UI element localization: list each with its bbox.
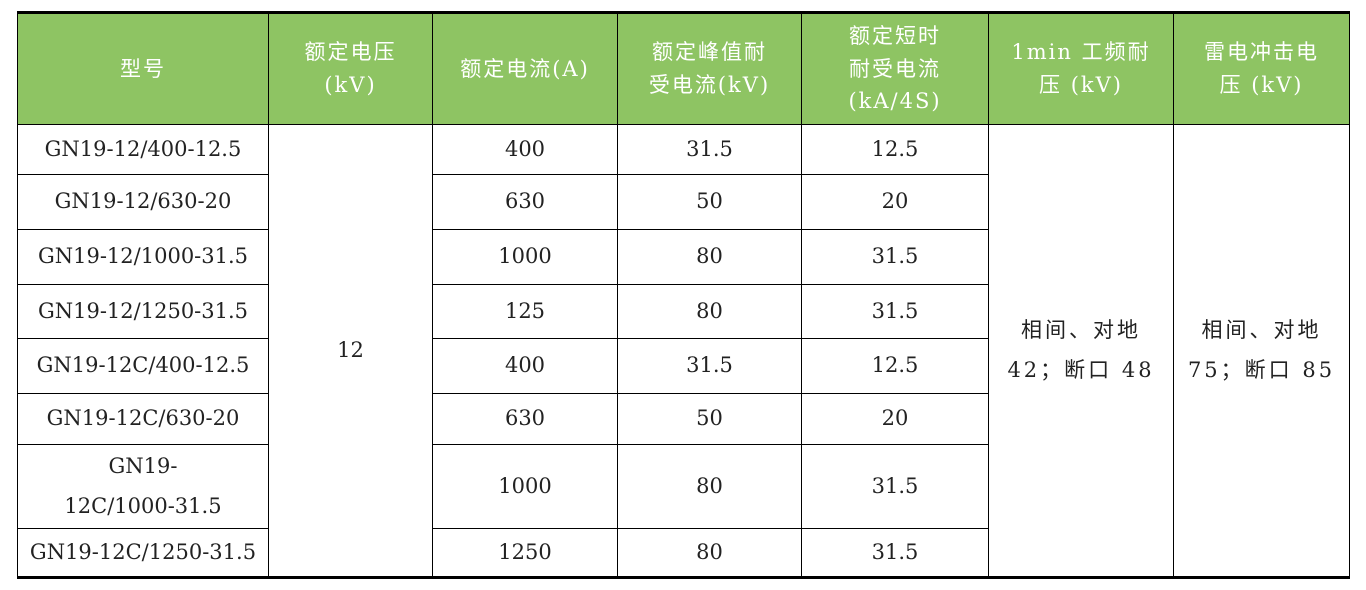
model-cell: GN19-12C/400-12.5 (17, 338, 269, 394)
header-power-frequency-withstand-voltage: 1min 工频耐 压 (kV) (988, 12, 1174, 125)
header-rated-voltage: 额定电压 (kV) (268, 12, 433, 125)
table-row: GN19-12/400-12.5 12 400 31.5 12.5 相间、对地 … (17, 124, 1350, 578)
model-cell: GN19-12/1250-31.5 (17, 284, 269, 339)
rated-current-cell: 1250 (432, 528, 618, 578)
table-row: GN19-12C/630-20 630 50 20 (17, 393, 1350, 445)
lightning-impulse-merged-cell: 相间、对地 75；断口 85 (1173, 124, 1350, 578)
short-time-withstand-cell: 31.5 (801, 284, 989, 339)
spec-table: 型号 额定电压 (kV) 额定电流(A) 额定峰值耐 受电流(kV) 额定短时 … (17, 11, 1350, 579)
peak-withstand-cell: 31.5 (617, 338, 802, 394)
rated-current-cell: 630 (432, 393, 618, 445)
peak-withstand-cell: 80 (617, 528, 802, 578)
rated-current-cell: 400 (432, 124, 618, 175)
short-time-withstand-cell: 31.5 (801, 444, 989, 529)
header-row: 型号 额定电压 (kV) 额定电流(A) 额定峰值耐 受电流(kV) 额定短时 … (17, 12, 1350, 125)
short-time-withstand-cell: 12.5 (801, 124, 989, 175)
table-row: GN19- 12C/1000-31.5 1000 80 31.5 (17, 444, 1350, 529)
peak-withstand-cell: 50 (617, 174, 802, 230)
header-peak-withstand-current: 额定峰值耐 受电流(kV) (617, 12, 802, 125)
short-time-withstand-cell: 31.5 (801, 229, 989, 285)
short-time-withstand-cell: 20 (801, 393, 989, 445)
table-row: GN19-12C/400-12.5 400 31.5 12.5 (17, 338, 1350, 394)
peak-withstand-cell: 80 (617, 284, 802, 339)
peak-withstand-cell: 80 (617, 444, 802, 529)
header-rated-current: 额定电流(A) (432, 12, 618, 125)
header-lightning-impulse-voltage: 雷电冲击电 压 (kV) (1173, 12, 1350, 125)
peak-withstand-cell: 31.5 (617, 124, 802, 175)
spec-sheet-page: 型号 额定电压 (kV) 额定电流(A) 额定峰值耐 受电流(kV) 额定短时 … (17, 11, 1350, 579)
model-cell: GN19-12C/630-20 (17, 393, 269, 445)
rated-current-cell: 400 (432, 338, 618, 394)
header-model: 型号 (17, 12, 269, 125)
rated-current-cell: 125 (432, 284, 618, 339)
header-short-time-withstand-current: 额定短时 耐受电流 (kA/4S) (801, 12, 989, 125)
table-row: GN19-12/1250-31.5 125 80 31.5 (17, 284, 1350, 339)
short-time-withstand-cell: 12.5 (801, 338, 989, 394)
rated-voltage-merged-cell: 12 (268, 124, 433, 578)
model-cell: GN19-12/1000-31.5 (17, 229, 269, 285)
model-cell: GN19- 12C/1000-31.5 (17, 444, 269, 529)
short-time-withstand-cell: 20 (801, 174, 989, 230)
short-time-withstand-cell: 31.5 (801, 528, 989, 578)
rated-current-cell: 1000 (432, 229, 618, 285)
peak-withstand-cell: 80 (617, 229, 802, 285)
table-row: GN19-12C/1250-31.5 1250 80 31.5 (17, 528, 1350, 578)
rated-current-cell: 1000 (432, 444, 618, 529)
rated-current-cell: 630 (432, 174, 618, 230)
model-cell: GN19-12/400-12.5 (17, 124, 269, 175)
power-frequency-withstand-merged-cell: 相间、对地 42；断口 48 (988, 124, 1174, 578)
model-cell: GN19-12/630-20 (17, 174, 269, 230)
model-cell: GN19-12C/1250-31.5 (17, 528, 269, 578)
peak-withstand-cell: 50 (617, 393, 802, 445)
